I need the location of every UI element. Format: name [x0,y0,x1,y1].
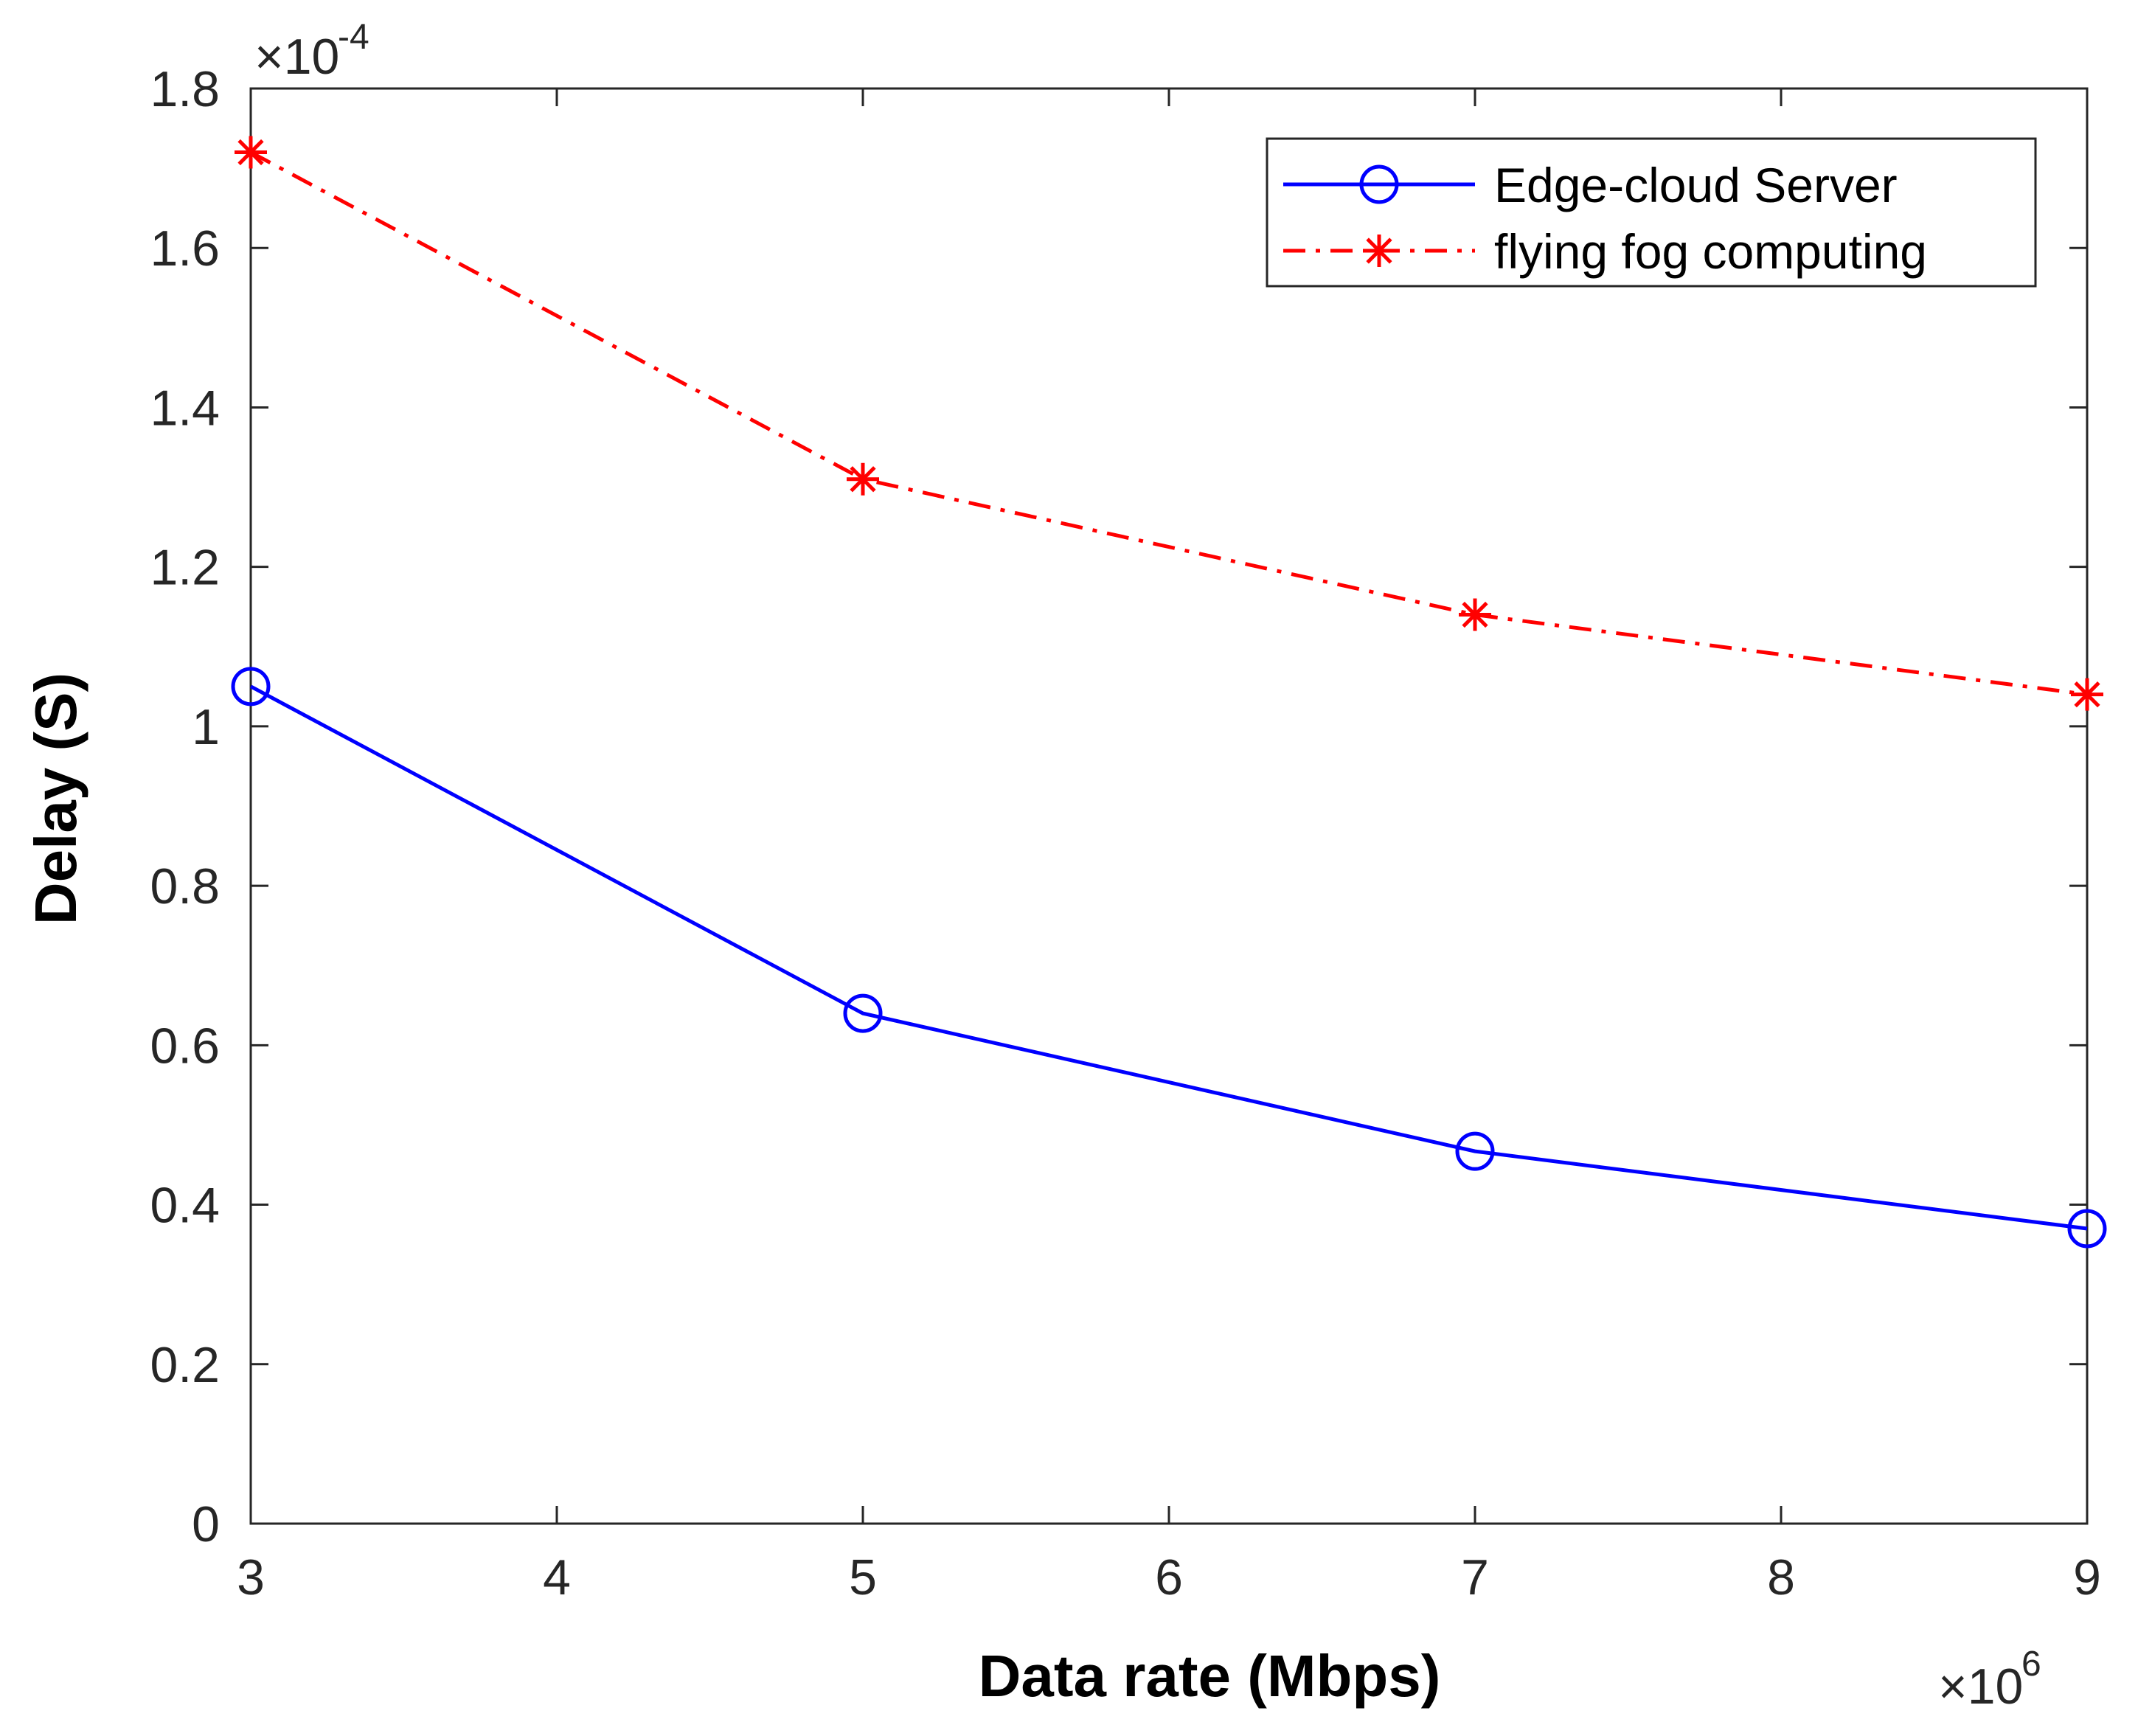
plot-area [249,87,2089,1525]
x-tick-label: 8 [1767,1549,1795,1605]
y-tick-label: 1.2 [150,540,220,596]
y-axis-multiplier-base: ×10 [254,29,339,85]
y-axis-multiplier: ×10 -4 [254,18,369,85]
y-tick-label: 1 [192,699,220,755]
data-point-marker [1455,1131,1495,1171]
y-tick-label: 0 [192,1496,220,1552]
y-axis-label: Delay (S) [23,673,88,925]
x-axis-multiplier: ×10 6 [1938,1645,2041,1715]
x-tick-label: 3 [237,1549,265,1605]
legend-entry: flying fog computing [1283,224,1927,279]
data-point-marker [231,667,271,706]
series-edge-cloud-server [231,667,2107,1249]
legend-label: Edge-cloud Server [1494,158,1898,212]
x-tick-label: 9 [2073,1549,2101,1605]
x-tick-label: 4 [543,1549,571,1605]
y-axis-multiplier-exponent: -4 [338,18,369,57]
legend: Edge-cloud Server flying fog computing [1266,137,2037,288]
data-point-marker [2067,1209,2107,1249]
x-tick-label: 6 [1155,1549,1183,1605]
y-tick-label: 1.8 [150,61,220,117]
series-line [249,684,2088,1231]
y-tick-label: 0.2 [150,1337,220,1393]
legend-entry: Edge-cloud Server [1283,158,1898,212]
data-point-marker [843,993,883,1033]
x-axis-multiplier-exponent: 6 [2021,1645,2041,1684]
y-tick-label: 0.4 [150,1178,220,1234]
data-point-marker [235,136,267,169]
data-point-marker [847,462,879,496]
x-tick-label: 7 [1461,1549,1489,1605]
legend-box [1266,137,2037,288]
y-tick-label: 1.4 [150,380,220,436]
x-axis-multiplier-base: ×10 [1938,1659,2023,1715]
series-line [249,150,2088,697]
series-flying-fog-computing [235,136,2103,711]
y-tick-label: 1.6 [150,221,220,277]
axis-ticks: 3 4 5 6 7 8 9 0 0.2 0.4 0.6 0.8 1 1.2 1.4 1.6 1.8 [150,61,2100,1605]
x-axis-label: Data rate (Mbps) [979,1643,1441,1709]
data-point-marker [1459,598,1491,631]
y-tick-label: 0.8 [150,858,220,914]
legend-marker [1363,235,1395,267]
legend-marker [1359,164,1399,204]
legend-label: flying fog computing [1494,224,1927,279]
data-series [231,136,2107,1249]
data-point-marker [2071,678,2103,711]
y-tick-label: 0.6 [150,1018,220,1074]
x-tick-label: 5 [849,1549,877,1605]
